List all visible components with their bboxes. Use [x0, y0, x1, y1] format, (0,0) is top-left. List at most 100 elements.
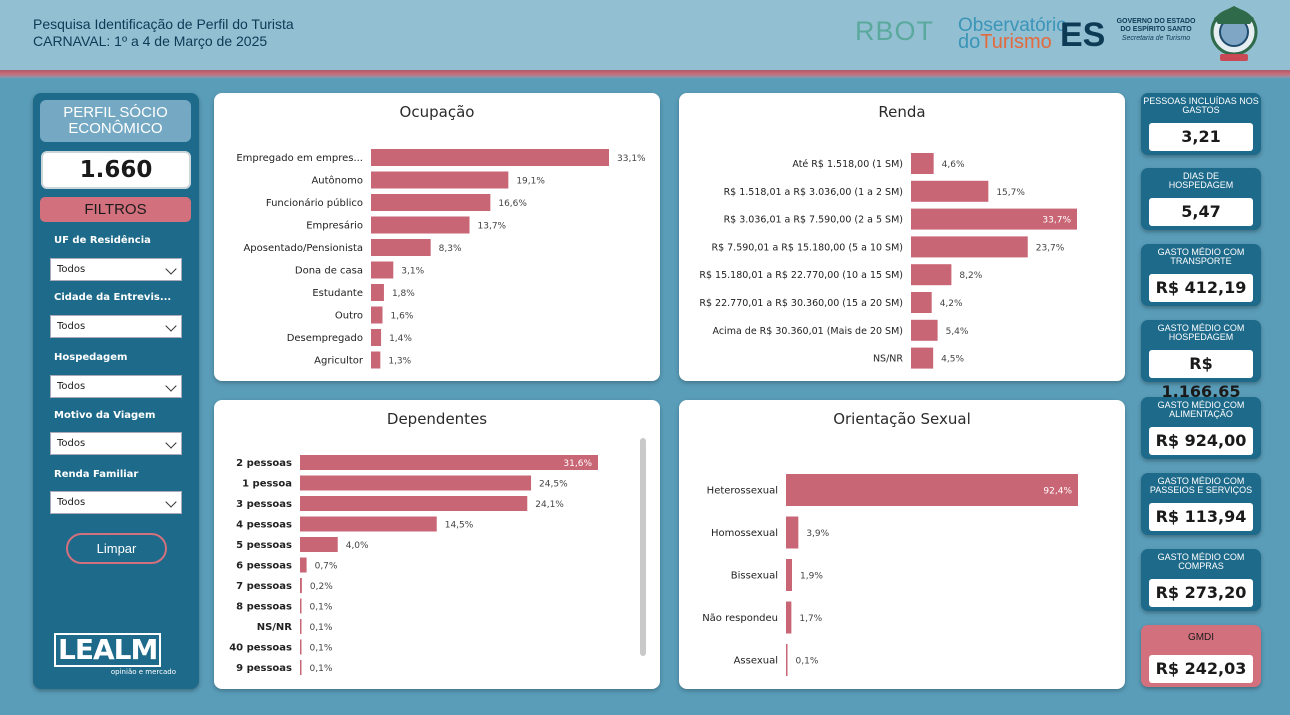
bar[interactable] — [300, 660, 302, 675]
data-label: 5,4% — [946, 327, 969, 337]
chart-title-orientacao: Orientação Sexual — [833, 410, 971, 428]
category-label: Agricultor — [314, 356, 364, 367]
category-label: NS/NR — [873, 354, 903, 365]
bar[interactable] — [911, 292, 932, 313]
bar[interactable] — [371, 306, 383, 324]
bar[interactable] — [786, 559, 793, 591]
filter-select-uf[interactable]: Todos — [50, 258, 182, 281]
bar[interactable] — [300, 557, 307, 573]
bar[interactable] — [371, 171, 509, 189]
obs-logo-es: ES — [1060, 16, 1106, 54]
kpi-value: 5,47 — [1149, 198, 1253, 226]
filter-select-renda[interactable]: Todos — [50, 491, 182, 514]
leal-logo: LEALM opinião e mercado — [54, 633, 178, 677]
filter-select-motivo[interactable]: Todos — [50, 432, 182, 455]
category-label: Outro — [335, 311, 363, 322]
bar[interactable] — [371, 329, 382, 346]
bar[interactable] — [300, 578, 302, 593]
bar[interactable] — [371, 261, 394, 279]
bar[interactable] — [371, 216, 470, 234]
bar[interactable] — [371, 239, 431, 256]
bar[interactable] — [371, 284, 384, 301]
chart-title-ocupacao: Ocupação — [399, 103, 475, 121]
coat-of-arms-icon — [1210, 6, 1258, 61]
bar[interactable] — [300, 496, 528, 511]
bar[interactable] — [300, 455, 598, 470]
data-label: 0,1% — [796, 657, 819, 667]
filter-label-motivo: Motivo da Viagem — [54, 410, 156, 421]
data-label: 4,2% — [940, 299, 963, 309]
bar[interactable] — [371, 194, 491, 211]
kpi-value: R$ 113,94 — [1149, 503, 1253, 531]
filter-select-cidade[interactable]: Todos — [50, 315, 182, 338]
kpi-value: R$ 924,00 — [1149, 427, 1253, 455]
kpi-gasto-passeios: GASTO MÉDIO COM PASSEIOS E SERVIÇOS R$ 1… — [1141, 473, 1261, 535]
category-label: 7 pessoas — [236, 581, 292, 592]
data-label: 0,1% — [310, 623, 333, 633]
kpi-label: GASTO MÉDIO COM ALIMENTAÇÃO — [1157, 400, 1245, 419]
obs-logo-line1: Observatório — [958, 15, 1067, 36]
category-label: 1 pessoa — [242, 479, 292, 490]
bar[interactable] — [300, 475, 532, 491]
filter-label-cidade: Cidade da Entrevis... — [54, 292, 172, 303]
data-label: 4,0% — [346, 541, 369, 551]
bar[interactable] — [911, 264, 952, 286]
bar[interactable] — [300, 516, 437, 532]
category-label: Acima de R$ 30.360,01 (Mais de 20 SM) — [713, 326, 904, 337]
kpi-value: R$ 412,19 — [1149, 274, 1253, 302]
category-label: Autônomo — [311, 175, 363, 187]
category-label: Dona de casa — [295, 266, 363, 277]
filter-value: Todos — [57, 321, 86, 332]
data-label: 33,1% — [617, 154, 646, 164]
report-title: Pesquisa Identificação de Perfil do Turi… — [33, 16, 294, 50]
data-label: 1,3% — [388, 357, 411, 367]
kpi-label: GMDI — [1187, 632, 1215, 643]
bar[interactable] — [911, 208, 1077, 230]
bar[interactable] — [786, 474, 1078, 506]
bar[interactable] — [786, 516, 799, 549]
bar[interactable] — [300, 537, 338, 552]
card-renda: Renda Até R$ 1.518,00 (1 SM) 4,6% R$ 1.518… — [679, 93, 1125, 381]
category-label: 9 pessoas — [236, 663, 292, 674]
bar[interactable] — [371, 351, 381, 369]
category-label: Funcionário público — [266, 197, 363, 209]
chevron-down-icon — [165, 380, 177, 392]
bar[interactable] — [911, 236, 1028, 258]
dependentes-scrollbar[interactable] — [640, 438, 646, 656]
card-orientacao: Orientação Sexual Heterossexual 92,4% Homo… — [679, 400, 1125, 689]
category-label: 6 pessoas — [236, 561, 292, 572]
filtros-header: FILTROS — [40, 197, 191, 222]
bar[interactable] — [786, 601, 792, 634]
gov-line2: DO ESPÍRITO SANTO — [1120, 26, 1192, 33]
data-label: 3,1% — [401, 267, 424, 277]
bar[interactable] — [911, 347, 934, 369]
category-label: Empresário — [306, 220, 363, 232]
chart-title-renda: Renda — [878, 103, 926, 121]
data-label: 1,7% — [799, 614, 822, 624]
bar[interactable] — [300, 598, 302, 614]
kpi-gasto-compras: GASTO MÉDIO COM COMPRAS R$ 273,20 — [1141, 549, 1261, 611]
kpi-value: R$ 242,03 — [1149, 655, 1253, 683]
category-label: R$ 22.770,01 a R$ 30.360,00 (15 a 20 SM) — [699, 298, 903, 309]
limpar-button[interactable]: Limpar — [66, 533, 167, 564]
filter-select-hospedagem[interactable]: Todos — [50, 375, 182, 398]
chevron-down-icon — [165, 263, 177, 275]
obs-logo-turismo: Turismo — [980, 31, 1052, 53]
bar[interactable] — [300, 639, 302, 655]
bar[interactable] — [911, 153, 934, 174]
chart-title-dependentes: Dependentes — [386, 410, 488, 428]
kpi-label: GASTO MÉDIO COM HOSPEDAGEM — [1157, 323, 1245, 342]
header-divider — [0, 70, 1290, 78]
bar[interactable] — [371, 149, 609, 166]
bar[interactable] — [911, 319, 938, 341]
title-line-1: Pesquisa Identificação de Perfil do Turi… — [33, 16, 294, 32]
data-label: 1,8% — [392, 289, 415, 299]
bar[interactable] — [911, 180, 989, 202]
header: Pesquisa Identificação de Perfil do Turi… — [0, 0, 1290, 70]
category-label: R$ 7.590,01 a R$ 15.180,00 (5 a 10 SM) — [711, 242, 903, 253]
bar[interactable] — [300, 619, 302, 634]
leal-logo-sub: opinião e mercado — [110, 668, 176, 676]
bar[interactable] — [786, 644, 788, 676]
filter-panel: PERFIL SÓCIO ECONÔMICO 1.660 FILTROS UF … — [33, 93, 199, 689]
perfil-label: PERFIL SÓCIO ECONÔMICO — [40, 100, 191, 142]
